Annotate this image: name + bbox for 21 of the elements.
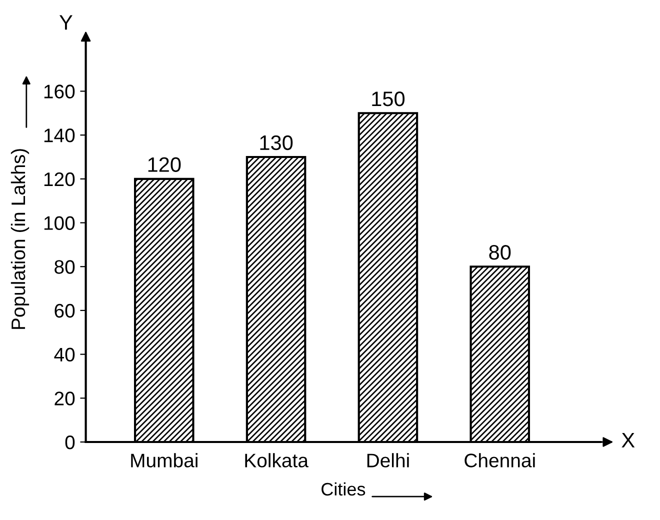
y-axis-title: Population (in Lakhs) (10, 149, 30, 329)
data-label: 120 (148, 157, 181, 172)
y-tick-label: 40 (54, 348, 75, 362)
x-tick-label: Kolkata (245, 453, 308, 468)
data-label: 80 (489, 244, 511, 260)
x-tick-label: Mumbai (131, 453, 198, 468)
y-tick-label: 80 (54, 260, 75, 274)
y-tick-label: 20 (54, 392, 75, 406)
y-tick-label: 100 (44, 216, 75, 230)
x-axis-title: Cities (322, 482, 366, 496)
y-tick-label: 160 (44, 84, 75, 98)
y-tick-label: 140 (44, 128, 75, 142)
y-tick-label: 0 (65, 435, 75, 450)
x-tick-label: Delhi (367, 453, 409, 468)
x-tick-label: Chennai (464, 453, 535, 468)
y-tick-label: 120 (44, 172, 75, 186)
text: X (622, 433, 635, 448)
y-tick-label: 60 (54, 304, 75, 318)
data-label: 150 (372, 91, 405, 106)
data-label: 130 (260, 135, 293, 150)
text: Y (59, 15, 72, 30)
